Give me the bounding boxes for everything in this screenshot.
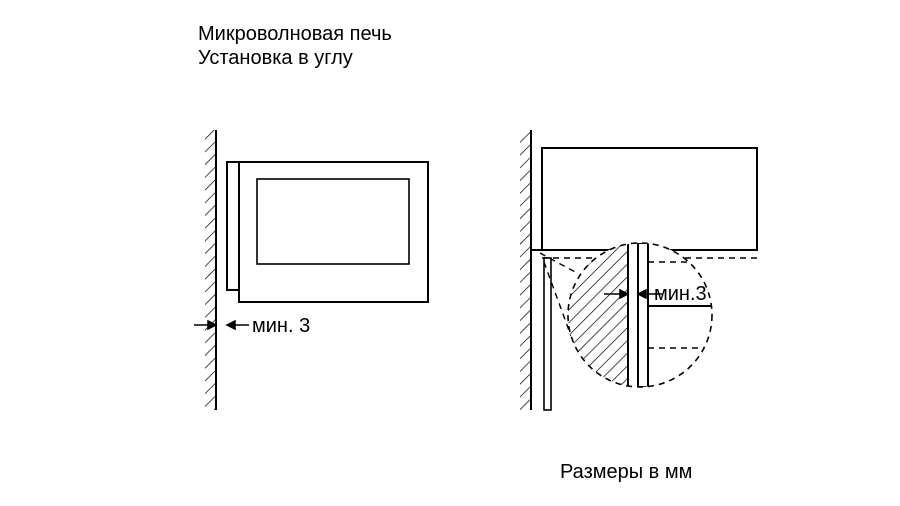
left-view: мин. 3 (194, 130, 428, 410)
detail-gap-label: мин.3 (654, 283, 707, 305)
installation-diagram: Микроволновая печь Установка в углу Разм… (0, 0, 900, 506)
footer-units: Размеры в мм (560, 461, 692, 483)
title-line-2: Установка в углу (198, 47, 353, 69)
detail-callout: мин.3 (540, 243, 712, 387)
left-gap-label: мин. 3 (252, 315, 310, 337)
left-gap-arrows (194, 321, 249, 329)
title-line-1: Микроволновая печь (198, 23, 392, 45)
